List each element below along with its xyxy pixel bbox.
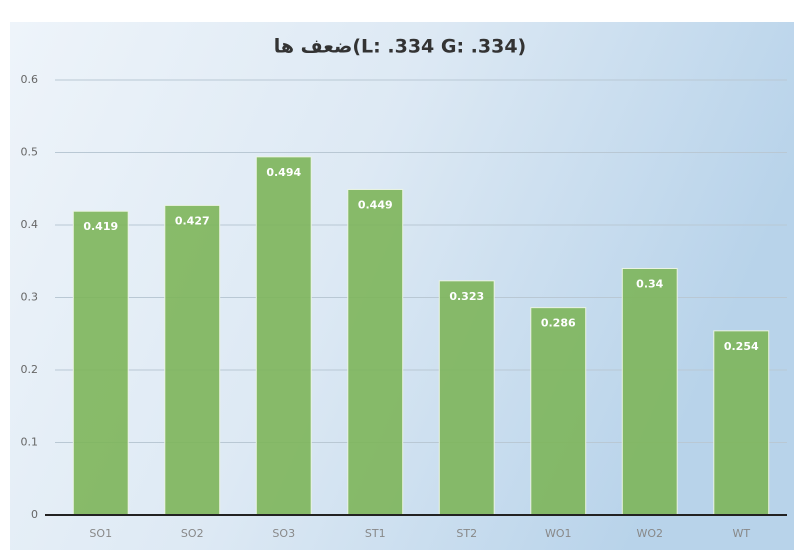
bar bbox=[621, 268, 678, 516]
chart-title: ضعف ها(L: .334 G: .334) bbox=[274, 36, 527, 58]
value-label: 0.323 bbox=[449, 290, 484, 303]
bar bbox=[438, 280, 495, 516]
y-tick-label: 0.1 bbox=[21, 436, 39, 449]
bar bbox=[72, 210, 129, 516]
y-tick-label: 0.5 bbox=[21, 146, 39, 159]
y-tick-label: 0 bbox=[31, 508, 38, 521]
x-tick-label: WO2 bbox=[636, 527, 663, 540]
value-label: 0.419 bbox=[83, 220, 118, 233]
x-tick-label: ST2 bbox=[456, 527, 477, 540]
y-tick-label: 0.4 bbox=[21, 218, 39, 231]
bar bbox=[713, 330, 770, 516]
x-tick-label: ST1 bbox=[365, 527, 386, 540]
y-tick-label: 0.6 bbox=[21, 73, 39, 86]
x-tick-label: WO1 bbox=[545, 527, 572, 540]
value-label: 0.449 bbox=[358, 198, 393, 211]
y-tick-label: 0.3 bbox=[21, 291, 39, 304]
bar bbox=[164, 204, 221, 516]
value-label: 0.494 bbox=[266, 166, 301, 179]
x-tick-label: SO2 bbox=[181, 527, 204, 540]
bar bbox=[255, 156, 312, 516]
bar bbox=[347, 188, 404, 516]
value-label: 0.254 bbox=[724, 340, 759, 353]
value-label: 0.286 bbox=[541, 317, 576, 330]
x-tick-label: SO1 bbox=[89, 527, 112, 540]
x-tick-label: WT bbox=[732, 527, 750, 540]
bar bbox=[530, 307, 587, 516]
y-tick-label: 0.2 bbox=[21, 363, 39, 376]
value-label: 0.34 bbox=[636, 278, 663, 291]
value-label: 0.427 bbox=[175, 214, 210, 227]
x-tick-label: SO3 bbox=[272, 527, 295, 540]
